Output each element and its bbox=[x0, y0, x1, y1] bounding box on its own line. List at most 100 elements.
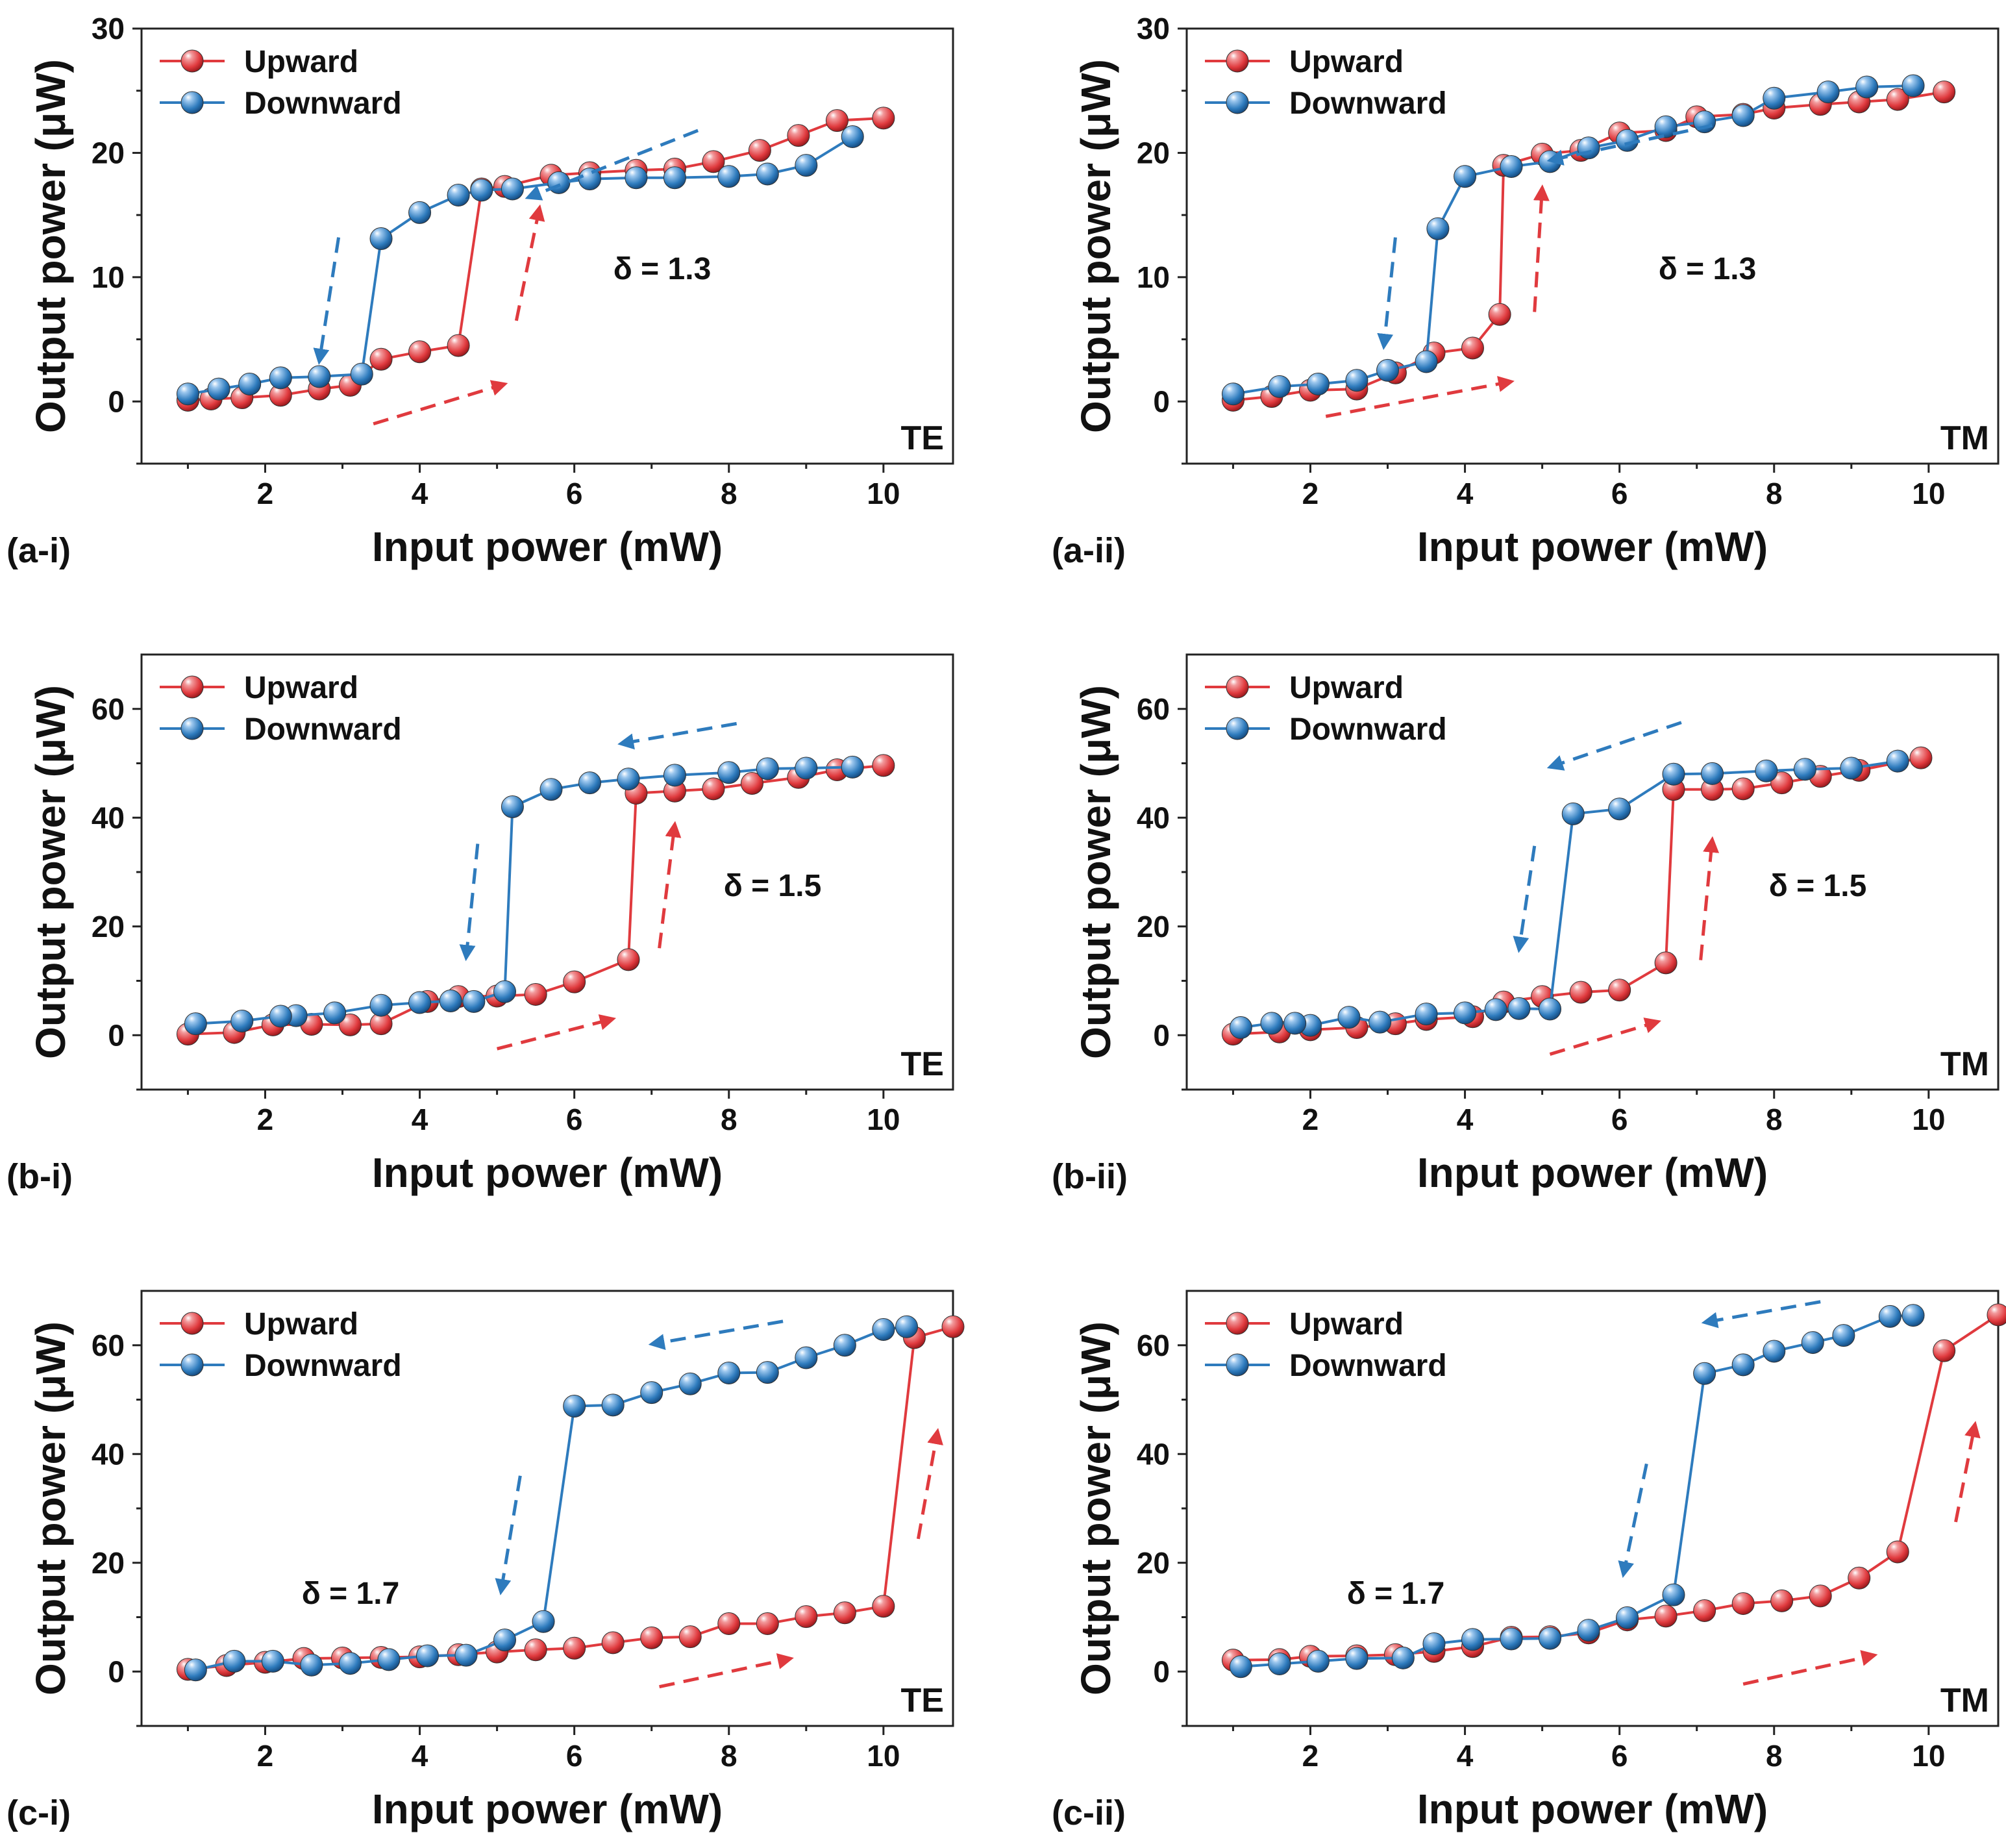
data-point-upward bbox=[617, 948, 640, 971]
data-point-upward bbox=[447, 334, 470, 357]
trend-arrow-upward bbox=[1699, 836, 1720, 960]
x-tick-label: 4 bbox=[412, 1739, 428, 1773]
data-point-downward bbox=[230, 1009, 254, 1032]
y-tick-label: 60 bbox=[92, 692, 125, 726]
polarization-label: TE bbox=[901, 419, 944, 457]
data-point-upward bbox=[787, 124, 810, 147]
data-point-downward bbox=[1886, 749, 1909, 773]
trend-arrow-downward bbox=[313, 237, 341, 365]
data-point-downward bbox=[369, 227, 393, 251]
data-point-upward bbox=[1654, 951, 1678, 975]
data-point-upward bbox=[756, 1612, 779, 1636]
polarization-label: TE bbox=[901, 1682, 944, 1719]
data-point-downward bbox=[1260, 1012, 1283, 1035]
data-point-upward bbox=[717, 1612, 741, 1636]
y-tick-label: 10 bbox=[1137, 260, 1170, 294]
y-tick-label: 10 bbox=[92, 260, 125, 294]
x-tick-label: 4 bbox=[1457, 1103, 1474, 1136]
y-tick-label: 0 bbox=[1153, 1654, 1170, 1688]
legend-label-downward: Downward bbox=[244, 86, 402, 121]
x-tick-label: 10 bbox=[867, 1739, 900, 1773]
data-point-downward bbox=[323, 1001, 347, 1025]
data-point-downward bbox=[1229, 1016, 1252, 1040]
data-point-downward bbox=[1283, 1012, 1307, 1035]
x-tick-label: 2 bbox=[1302, 1739, 1319, 1773]
data-point-downward bbox=[1454, 1001, 1477, 1025]
data-point-upward bbox=[1654, 1605, 1678, 1628]
data-point-downward bbox=[308, 365, 331, 388]
data-point-downward bbox=[1507, 997, 1531, 1020]
data-point-upward bbox=[1909, 746, 1933, 769]
data-point-downward bbox=[841, 755, 864, 779]
data-point-upward bbox=[1488, 303, 1511, 326]
data-point-upward bbox=[1886, 88, 1909, 111]
data-point-downward bbox=[1415, 350, 1438, 373]
trend-arrow-downward bbox=[1618, 1463, 1648, 1579]
delta-label: δ = 1.5 bbox=[724, 869, 822, 903]
data-point-upward bbox=[601, 1631, 625, 1654]
data-point-downward bbox=[1840, 756, 1863, 780]
data-point-downward bbox=[1608, 797, 1631, 821]
legend-marker bbox=[1226, 1353, 1249, 1377]
data-point-upward bbox=[524, 982, 547, 1006]
x-tick-label: 4 bbox=[412, 1103, 428, 1136]
data-point-downward bbox=[1461, 1628, 1484, 1651]
data-point-upward bbox=[1693, 1599, 1716, 1622]
delta-label: δ = 1.5 bbox=[1769, 869, 1867, 903]
y-tick-label: 40 bbox=[92, 801, 125, 834]
data-point-upward bbox=[1848, 1566, 1871, 1590]
x-tick-label: 6 bbox=[1611, 1103, 1628, 1136]
trend-arrow-downward bbox=[648, 1319, 784, 1350]
x-tick-label: 8 bbox=[721, 477, 737, 510]
panel-label: (c-ii) bbox=[1052, 1793, 1126, 1832]
data-point-downward bbox=[408, 201, 432, 224]
legend-label-downward: Downward bbox=[1289, 1349, 1447, 1383]
legend-marker bbox=[1226, 1312, 1249, 1335]
x-tick-label: 6 bbox=[566, 1103, 583, 1136]
data-point-downward bbox=[601, 1393, 625, 1417]
data-point-downward bbox=[493, 980, 517, 1003]
data-point-downward bbox=[1793, 758, 1816, 781]
data-point-upward bbox=[941, 1315, 965, 1338]
data-point-downward bbox=[269, 1005, 292, 1028]
data-point-downward bbox=[756, 757, 779, 780]
data-point-upward bbox=[563, 1636, 586, 1660]
legend-label-upward: Upward bbox=[1289, 45, 1404, 79]
polarization-label: TM bbox=[1940, 419, 1989, 457]
legend-label-upward: Upward bbox=[244, 1307, 358, 1342]
legend-label-upward: Upward bbox=[1289, 671, 1404, 705]
x-tick-label: 10 bbox=[867, 1103, 900, 1136]
data-point-downward bbox=[338, 1652, 362, 1675]
data-point-downward bbox=[1539, 1627, 1562, 1650]
y-tick-label: 40 bbox=[1137, 1437, 1170, 1471]
chart-panel: 2 4 6 8 10 0 20 40 60 Input power (mW) Output powe… bbox=[6, 653, 954, 1196]
data-point-downward bbox=[1500, 155, 1523, 178]
data-point-downward bbox=[1701, 762, 1724, 785]
data-point-upward bbox=[1731, 777, 1755, 801]
plot-frame bbox=[1185, 27, 2000, 465]
data-point-downward bbox=[1693, 110, 1716, 134]
data-point-downward bbox=[454, 1643, 478, 1667]
legend-label-upward: Upward bbox=[1289, 1307, 1404, 1342]
panel-label: (b-ii) bbox=[1052, 1157, 1128, 1196]
legend-label-upward: Upward bbox=[244, 671, 358, 705]
data-point-downward bbox=[1755, 759, 1778, 782]
legend-marker bbox=[180, 675, 204, 699]
data-point-upward bbox=[640, 1626, 663, 1649]
data-point-downward bbox=[1426, 217, 1450, 240]
x-tick-label: 2 bbox=[257, 477, 274, 510]
x-tick-label: 10 bbox=[1912, 1739, 1945, 1773]
data-point-upward bbox=[1933, 81, 1956, 104]
data-point-downward bbox=[1561, 802, 1585, 825]
data-point-downward bbox=[1268, 375, 1291, 398]
data-point-downward bbox=[756, 1361, 779, 1384]
data-point-downward bbox=[547, 171, 571, 194]
x-axis-label: Input power (mW) bbox=[372, 1149, 723, 1196]
series-line-upward bbox=[188, 116, 884, 402]
data-point-downward bbox=[261, 1649, 284, 1673]
trend-arrow-downward bbox=[1377, 237, 1397, 351]
y-tick-label: 0 bbox=[1153, 1018, 1170, 1052]
data-point-downward bbox=[415, 1644, 439, 1667]
data-point-downward bbox=[625, 166, 648, 190]
trend-arrow-downward bbox=[495, 1475, 522, 1595]
